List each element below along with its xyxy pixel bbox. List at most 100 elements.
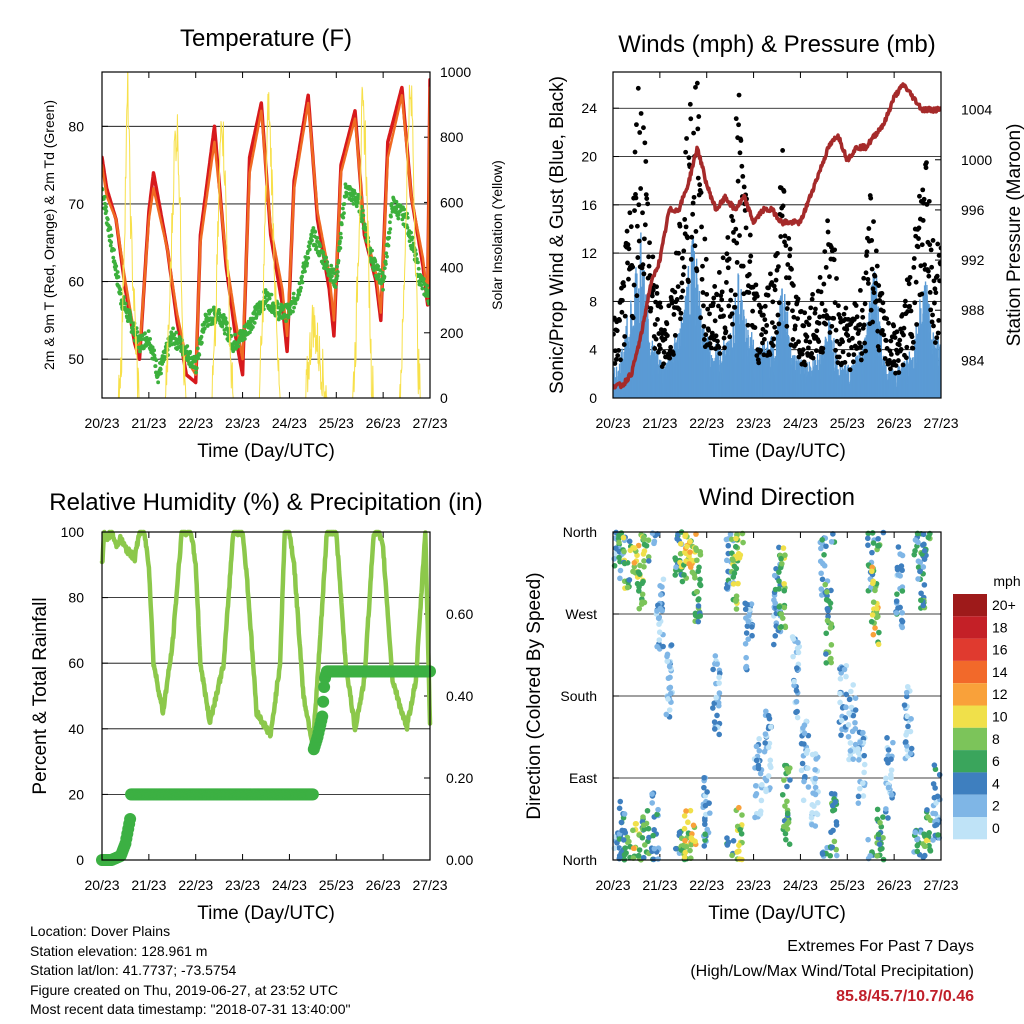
direction-point — [848, 704, 855, 711]
gust-point — [690, 211, 696, 217]
gust-point — [765, 292, 771, 298]
gust-point — [808, 305, 814, 311]
station-info: Location: Dover Plains Station elevation… — [30, 922, 350, 1020]
direction-point — [772, 633, 779, 639]
direction-point — [763, 788, 769, 795]
gust-point — [639, 63, 644, 68]
direction-point — [912, 829, 919, 836]
direction-point — [729, 852, 735, 859]
direction-point — [811, 803, 817, 809]
gust-point — [658, 304, 664, 310]
dewpoint-point — [174, 330, 179, 335]
chart-title: Winds (mph) & Pressure (mb) — [618, 31, 935, 58]
dewpoint-point — [385, 254, 389, 259]
direction-point — [921, 541, 927, 548]
direction-point — [852, 719, 858, 726]
dewpoint-point — [255, 305, 260, 310]
direction-point — [920, 602, 927, 609]
direction-point — [852, 695, 859, 701]
direction-point — [694, 557, 700, 564]
direction-point — [865, 542, 871, 548]
gust-point — [631, 282, 637, 288]
dewpoint-point — [380, 270, 385, 275]
gust-point — [643, 192, 649, 197]
dewpoint-point — [338, 246, 343, 250]
gust-point — [718, 307, 724, 313]
gust-point — [641, 271, 647, 277]
gust-point — [888, 338, 894, 344]
gust-point — [928, 247, 934, 253]
gust-point — [904, 344, 910, 350]
gust-point — [902, 298, 908, 304]
direction-point — [701, 774, 707, 781]
gust-point — [780, 148, 786, 153]
direction-point — [763, 777, 770, 784]
direction-point — [676, 829, 683, 836]
direction-point — [753, 757, 760, 764]
gust-point — [621, 283, 627, 289]
direction-point — [827, 852, 834, 859]
direction-point — [621, 811, 628, 817]
direction-point — [809, 821, 815, 828]
direction-point — [681, 854, 688, 861]
dewpoint-point — [105, 217, 110, 222]
direction-point — [899, 588, 906, 594]
gust-point — [881, 332, 887, 338]
gust-point — [729, 214, 734, 219]
gust-point — [707, 341, 713, 346]
gust-point — [874, 263, 880, 269]
direction-point — [742, 606, 749, 613]
dewpoint-point — [143, 331, 147, 336]
direction-point — [636, 847, 643, 853]
dewpoint-point — [206, 322, 210, 327]
direction-point — [801, 730, 808, 737]
direction-point — [784, 765, 790, 772]
gust-point — [694, 80, 700, 86]
direction-point — [921, 547, 928, 554]
gust-point — [800, 347, 806, 353]
gust-point — [924, 160, 929, 166]
gust-point — [648, 305, 654, 311]
gust-point — [630, 264, 636, 270]
direction-point — [716, 680, 722, 686]
direction-point — [809, 810, 815, 816]
direction-point — [644, 807, 651, 814]
series-line-solar-insolation — [102, 72, 430, 398]
y2-tick-label: 0.20 — [446, 770, 473, 786]
direction-point — [649, 800, 656, 806]
gust-point — [691, 130, 696, 136]
gust-point — [938, 261, 941, 267]
x-tick-label: 22/23 — [178, 877, 213, 893]
direction-point — [824, 589, 830, 595]
direction-point — [757, 811, 764, 817]
direction-point — [702, 817, 708, 824]
direction-point — [681, 813, 688, 819]
direction-point — [657, 592, 664, 598]
direction-point — [645, 537, 652, 543]
gust-point — [864, 249, 870, 255]
gust-point — [677, 223, 683, 229]
direction-point — [921, 852, 928, 859]
direction-point — [657, 605, 664, 612]
direction-point — [888, 756, 894, 763]
dewpoint-point — [354, 204, 359, 209]
gust-point — [896, 370, 902, 375]
gust-point — [699, 224, 704, 230]
direction-point — [905, 723, 911, 730]
gust-point — [654, 290, 660, 296]
plot-area — [96, 529, 436, 866]
dewpoint-point — [222, 331, 227, 336]
direction-point — [831, 838, 838, 845]
gust-point — [816, 320, 822, 326]
direction-point — [681, 825, 688, 832]
extremes-values: 85.8/45.7/10.7/0.46 — [836, 988, 974, 1005]
dewpoint-point — [324, 263, 329, 268]
gust-point — [871, 219, 876, 225]
x-tick-label: 21/23 — [642, 877, 677, 893]
dewpoint-point — [193, 359, 198, 363]
dewpoint-point — [376, 264, 381, 269]
direction-point — [621, 852, 628, 858]
direction-point — [746, 612, 752, 619]
dewpoint-point — [427, 292, 430, 297]
direction-point — [781, 604, 788, 611]
